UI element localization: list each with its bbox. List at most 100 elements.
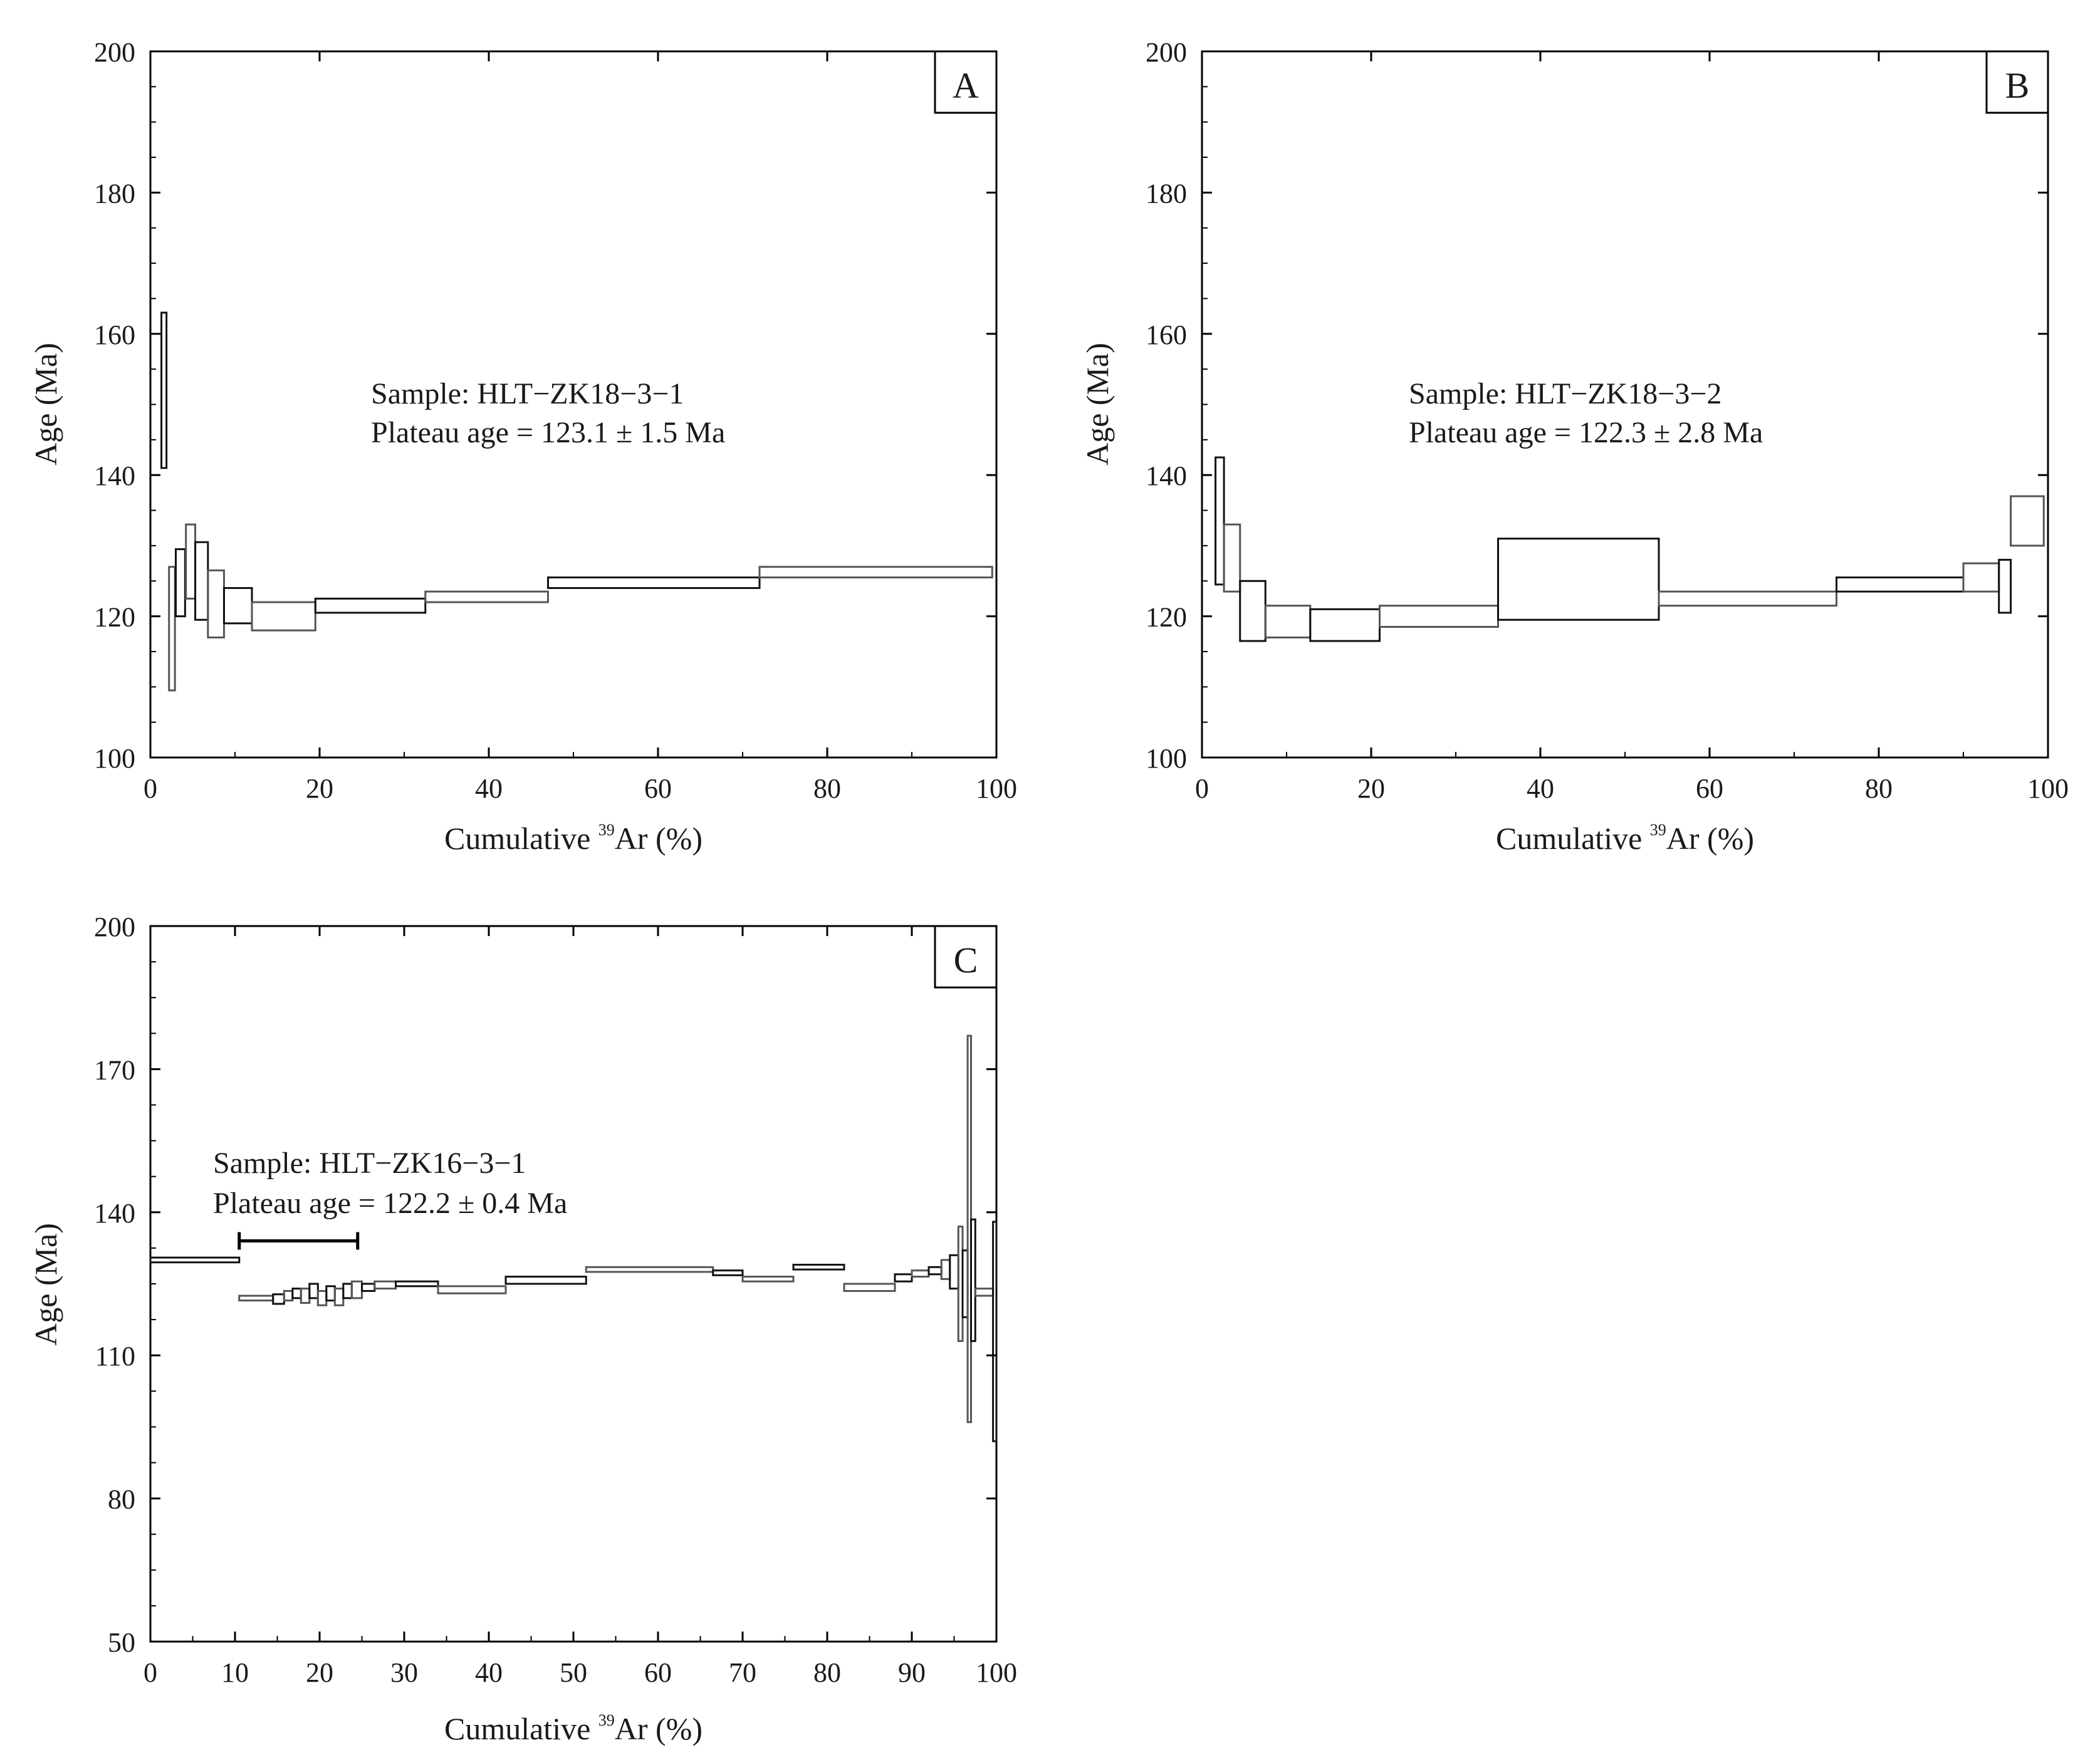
y-axis-title: Age (Ma) [28, 1223, 63, 1346]
plateau-age-label: Plateau age = 122.2 ± 0.4 Ma [213, 1187, 567, 1220]
x-axis-title-prefix: Cumulative [444, 1711, 598, 1746]
x-tick-label: 70 [729, 1657, 756, 1688]
panel-letter-box [1985, 50, 2049, 114]
x-tick-label: 20 [306, 773, 333, 804]
step-15 [395, 1280, 439, 1288]
x-axis-title-sup: 39 [598, 821, 615, 839]
step-8 [316, 1289, 328, 1306]
step-20 [741, 1276, 795, 1283]
panel-letter-box [934, 50, 998, 114]
x-axis-title: Cumulative 39Ar (%) [1496, 821, 1754, 856]
y-tick-label: 140 [1146, 461, 1187, 491]
x-tick-label: 80 [813, 1657, 841, 1688]
y-tick-label: 170 [94, 1054, 135, 1085]
y-tick-label: 50 [108, 1627, 135, 1658]
x-tick-label: 10 [221, 1657, 249, 1688]
step-4 [185, 523, 197, 600]
x-axis-title-prefix: Cumulative [444, 821, 598, 856]
panel-letter: B [2005, 65, 2030, 106]
y-tick-label: 160 [1146, 320, 1187, 350]
step-2 [168, 566, 176, 692]
step-17 [504, 1276, 587, 1285]
x-tick-label: 30 [390, 1657, 418, 1688]
x-axis-title-sup: 39 [1650, 821, 1666, 839]
step-11 [1998, 558, 2012, 614]
step-19 [712, 1269, 744, 1276]
x-axis-title-suffix: Ar (%) [615, 1711, 703, 1746]
step-27 [949, 1254, 959, 1290]
x-tick-label: 80 [1865, 773, 1893, 804]
step-3 [1239, 580, 1267, 642]
step-16 [437, 1285, 507, 1294]
step-9 [325, 1285, 336, 1302]
step-13 [361, 1283, 376, 1292]
step-6 [1379, 605, 1499, 628]
step-22 [843, 1283, 896, 1292]
sample-label: Sample: HLT−ZK18−3−2 [1409, 377, 1721, 410]
x-tick-label: 60 [1696, 773, 1723, 804]
step-8 [1658, 590, 1837, 607]
x-tick-label: 20 [1357, 773, 1385, 804]
x-axis-title: Cumulative 39Ar (%) [444, 1711, 703, 1746]
step-14 [374, 1280, 397, 1290]
step-23 [894, 1273, 913, 1283]
y-tick-label: 200 [1146, 37, 1187, 68]
step-3 [175, 548, 186, 618]
step-4 [1264, 605, 1312, 638]
y-axis-title: Age (Ma) [1080, 343, 1115, 466]
y-tick-label: 180 [94, 178, 135, 209]
step-3 [272, 1293, 285, 1305]
plateau-range [238, 1232, 360, 1250]
step-11 [342, 1283, 353, 1299]
step-marks [1215, 456, 2045, 642]
x-tick-label: 40 [475, 1657, 503, 1688]
x-tick-label: 60 [644, 1657, 672, 1688]
x-axis-title-sup: 39 [598, 1711, 615, 1729]
step-1 [149, 1256, 241, 1264]
plateau-age-label: Plateau age = 123.1 ± 1.5 Ma [371, 416, 725, 449]
step-11 [547, 576, 761, 590]
x-tick-label: 100 [2027, 773, 2069, 804]
plateau-age-label: Plateau age = 122.3 ± 2.8 Ma [1409, 416, 1763, 449]
step-12 [350, 1280, 363, 1299]
step-12 [2010, 495, 2045, 547]
x-tick-label: 40 [1527, 773, 1554, 804]
step-marks [160, 311, 993, 692]
x-axis-ticks: 0 20 40 60 80 100 [144, 51, 1017, 804]
y-tick-label: 140 [94, 1198, 135, 1229]
step-10 [333, 1288, 345, 1306]
step-7 [308, 1283, 319, 1299]
y-tick-label: 120 [94, 602, 135, 633]
step-10 [1962, 562, 2000, 593]
step-21 [792, 1264, 845, 1271]
panel-letter: A [953, 65, 979, 106]
sample-label: Sample: HLT−ZK16−3−1 [213, 1147, 526, 1180]
y-tick-label: 80 [108, 1484, 135, 1515]
x-tick-label: 50 [560, 1657, 587, 1688]
y-tick-label: 200 [94, 912, 135, 942]
y-axis-title: Age (Ma) [28, 343, 63, 466]
step-2 [238, 1294, 274, 1302]
y-tick-label: 100 [1146, 743, 1187, 774]
step-10 [424, 590, 549, 603]
step-9 [1836, 576, 1965, 593]
x-tick-label: 100 [976, 773, 1017, 804]
y-tick-label: 120 [1146, 602, 1187, 633]
step-5 [291, 1288, 302, 1299]
x-tick-label: 100 [976, 1657, 1017, 1688]
x-tick-label: 0 [1195, 773, 1209, 804]
x-axis-ticks: 0 20 40 60 80 100 [1195, 51, 2069, 804]
step-31 [970, 1218, 976, 1342]
step-2 [1223, 523, 1241, 593]
step-8 [251, 601, 316, 632]
step-6 [300, 1288, 311, 1304]
y-tick-label: 180 [1146, 178, 1187, 209]
panel-a: 100 120 140 160 180 200 0 20 40 60 80 100 A Sample… [28, 37, 1017, 856]
y-tick-label: 140 [94, 461, 135, 491]
step-9 [314, 597, 427, 614]
y-axis-ticks: 50 80 110 140 170 200 [94, 912, 996, 1658]
x-tick-label: 0 [144, 773, 157, 804]
panel-letter-box [934, 925, 998, 989]
